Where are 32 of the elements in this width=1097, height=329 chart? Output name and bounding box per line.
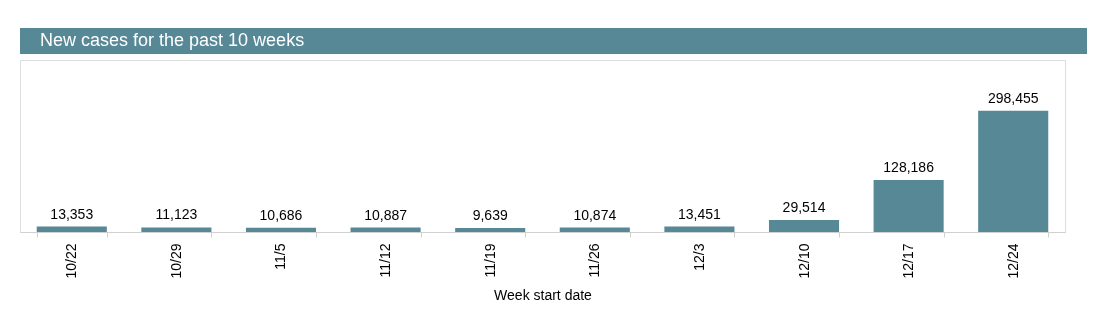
data-label: 10,686 bbox=[259, 206, 303, 223]
data-label: 29,514 bbox=[782, 199, 826, 216]
data-label: 298,455 bbox=[987, 89, 1039, 106]
x-tick-label: 11/26 bbox=[586, 243, 603, 278]
x-tick-label: 11/12 bbox=[377, 243, 394, 278]
bar bbox=[141, 227, 212, 232]
bar bbox=[245, 227, 317, 232]
x-tick-label: 12/24 bbox=[1004, 243, 1021, 279]
x-tick-label: 12/17 bbox=[900, 243, 917, 279]
x-tick-label: 12/3 bbox=[690, 243, 707, 271]
bar bbox=[978, 110, 1049, 232]
bar bbox=[455, 228, 526, 232]
bar bbox=[559, 227, 630, 232]
x-axis-title: Week start date bbox=[494, 286, 593, 303]
bar bbox=[768, 220, 840, 232]
x-tick-label: 11/19 bbox=[481, 243, 498, 278]
x-tick-label: 11/5 bbox=[272, 243, 289, 270]
data-label: 128,186 bbox=[883, 158, 935, 175]
data-label: 11,123 bbox=[155, 206, 198, 223]
data-label: 13,353 bbox=[50, 205, 94, 222]
chart-title: New cases for the past 10 weeks bbox=[40, 30, 305, 50]
data-label: 13,451 bbox=[677, 205, 722, 222]
x-tick-label: 10/29 bbox=[167, 243, 184, 279]
bar bbox=[664, 226, 735, 232]
data-label: 10,887 bbox=[364, 206, 408, 223]
bar bbox=[873, 179, 944, 232]
x-tick-label: 10/22 bbox=[63, 243, 80, 279]
x-tick-label: 12/10 bbox=[795, 243, 812, 279]
bar bbox=[36, 226, 107, 232]
bar bbox=[350, 227, 421, 232]
data-label: 10,874 bbox=[573, 206, 617, 223]
data-label: 9,639 bbox=[472, 207, 508, 224]
